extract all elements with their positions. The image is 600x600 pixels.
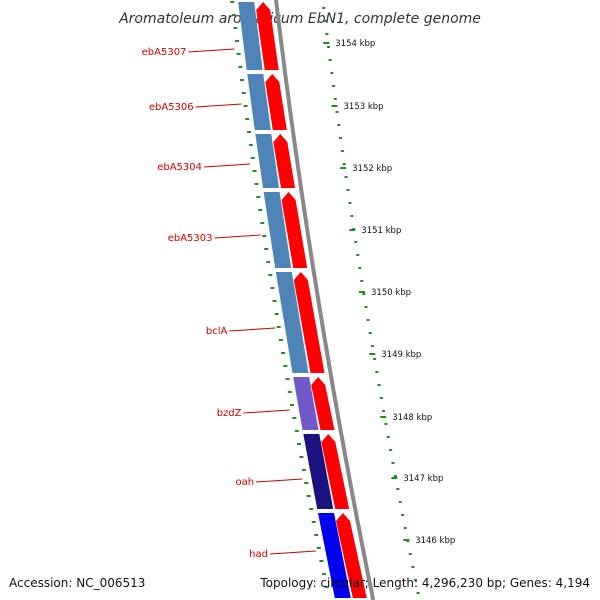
gene-block <box>263 192 292 268</box>
label-layer: ebA5307 ebA5306 ebA5304 ebA5303 bclA bzdZ oah h… <box>142 39 456 560</box>
gene-block <box>238 2 263 70</box>
kbp-label: 3146 kbp <box>415 536 455 546</box>
gene-label: ebA5303 <box>168 233 213 244</box>
kbp-label: 3150 kbp <box>371 288 411 298</box>
genome-summary-text: Topology: circular; Length: 4,296,230 bp… <box>260 576 590 590</box>
cds-arrow <box>265 74 287 130</box>
cds-arrow <box>321 434 350 509</box>
gene-label: had <box>249 549 268 560</box>
gene-block <box>293 377 319 430</box>
gene-block <box>318 513 351 598</box>
cds-arrow <box>311 377 335 430</box>
cds-arrow <box>293 272 325 373</box>
gene-label: oah <box>236 477 255 488</box>
kbp-label: 3152 kbp <box>352 164 392 174</box>
cds-arrow <box>336 513 367 598</box>
gene-leader-line <box>195 103 242 108</box>
cds-arrow <box>281 192 308 268</box>
accession-text: Accession: NC_006513 <box>9 576 146 590</box>
gene-block <box>303 434 334 509</box>
gene-leader-line <box>203 163 251 168</box>
gene-leader-line <box>214 234 261 239</box>
gene-label: ebA5307 <box>142 47 187 58</box>
gene-block <box>247 74 271 130</box>
gene-block <box>255 134 279 188</box>
kbp-label: 3147 kbp <box>403 474 443 484</box>
gene-label: bzdZ <box>217 408 242 419</box>
gene-leader-line <box>188 48 235 53</box>
gene-leader-line <box>269 550 316 555</box>
kbp-label: 3153 kbp <box>344 102 384 112</box>
cds-arrow <box>256 2 279 70</box>
kbp-label: 3154 kbp <box>335 39 375 49</box>
gene-label: bclA <box>206 326 228 337</box>
kbp-label: 3149 kbp <box>381 350 421 360</box>
kbp-label: 3148 kbp <box>392 413 432 423</box>
gene-block <box>275 272 309 373</box>
track-layer <box>230 0 420 600</box>
gene-leader-line <box>229 327 276 332</box>
gene-label: ebA5306 <box>149 102 194 113</box>
sequence-backbone <box>274 0 376 600</box>
gene-leader-line <box>256 478 303 483</box>
gene-leader-line <box>243 409 290 414</box>
cds-arrow <box>273 134 295 188</box>
gene-label: ebA5304 <box>157 162 202 173</box>
map-title: Aromatoleum aromaticum EbN1, complete ge… <box>118 11 481 27</box>
kbp-label: 3151 kbp <box>361 226 401 236</box>
